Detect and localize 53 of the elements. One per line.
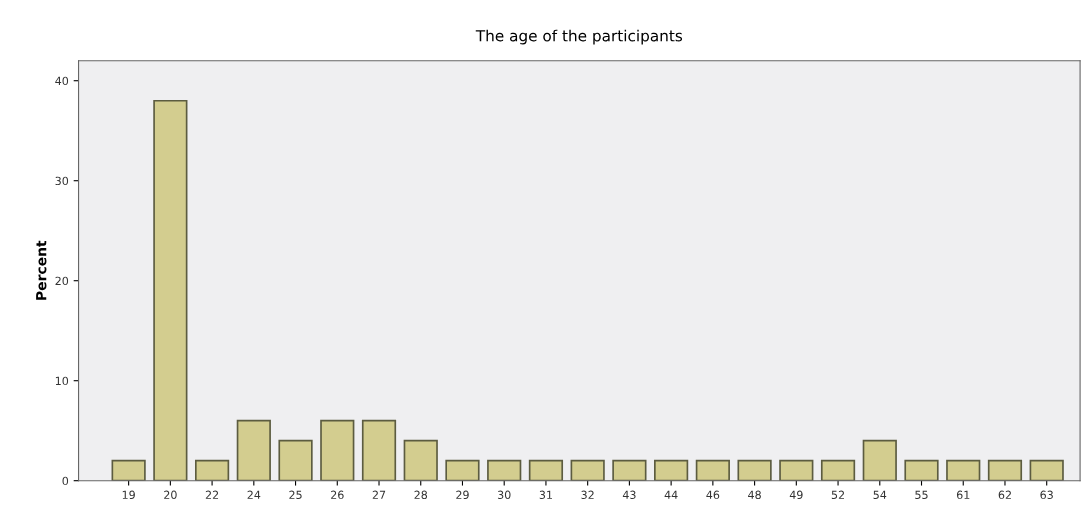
x-tick-label: 20 <box>164 490 177 500</box>
bar <box>153 99 188 481</box>
x-tick-label: 63 <box>1040 490 1053 500</box>
x-tick-label: 49 <box>789 490 803 500</box>
bar <box>361 419 397 481</box>
x-tick-label: 28 <box>414 490 428 500</box>
bar <box>570 459 605 481</box>
bar <box>779 459 814 481</box>
bar <box>904 459 939 481</box>
chart-title: The age of the participants <box>475 29 683 45</box>
bar <box>987 459 1023 481</box>
bar <box>236 419 271 481</box>
bar <box>111 459 146 481</box>
x-tick-label: 48 <box>748 490 761 500</box>
x-tick-label: 62 <box>998 490 1011 500</box>
x-tick-label: 24 <box>247 490 261 499</box>
y-tick-label: 0 <box>62 476 69 486</box>
y-tick-label: 20 <box>55 276 69 286</box>
x-tick-label: 55 <box>915 490 928 500</box>
y-tick-label: 40 <box>55 76 69 86</box>
x-tick-label: 30 <box>497 490 511 500</box>
bar <box>278 439 313 481</box>
bar <box>612 459 647 481</box>
bar <box>695 459 730 481</box>
x-tick-label: 22 <box>205 490 219 499</box>
bar <box>403 439 438 481</box>
bar <box>654 459 689 481</box>
bar <box>194 459 230 481</box>
bar <box>946 459 981 481</box>
x-tick-label: 43 <box>622 490 636 500</box>
x-tick-label: 61 <box>956 490 970 500</box>
bar <box>445 459 480 481</box>
bar <box>737 459 772 481</box>
x-tick-label: 25 <box>289 490 302 500</box>
x-tick-label: 27 <box>372 490 386 499</box>
x-tick-label: 52 <box>831 490 845 500</box>
bar <box>1029 459 1064 481</box>
y-tick-label: 30 <box>55 176 69 186</box>
bar <box>320 419 355 481</box>
x-tick-label: 29 <box>456 490 469 500</box>
bar <box>862 439 897 481</box>
x-tick-label: 46 <box>706 490 720 500</box>
bar <box>528 459 564 481</box>
y-axis-title: Percent <box>36 240 47 300</box>
bar <box>487 459 522 481</box>
x-tick-label: 31 <box>539 490 552 500</box>
x-tick-label: 32 <box>581 490 594 500</box>
x-tick-label: 26 <box>331 490 344 500</box>
y-tick-label: 10 <box>55 376 69 386</box>
bar <box>820 459 856 481</box>
x-tick-label: 44 <box>664 490 678 499</box>
x-tick-label: 19 <box>122 490 135 500</box>
x-tick-label: 54 <box>873 490 887 500</box>
